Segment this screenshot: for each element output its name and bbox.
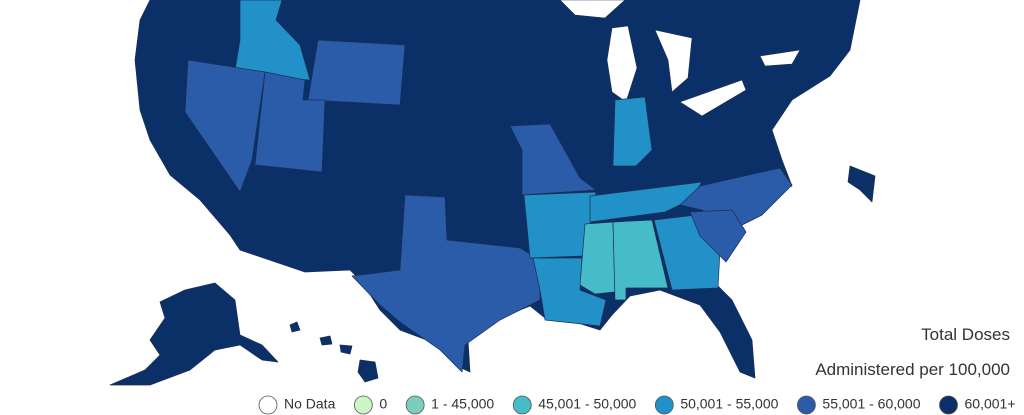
lake: [759, 49, 801, 67]
lake: [559, 0, 626, 19]
state: [689, 209, 747, 263]
legend-label: 0: [379, 396, 387, 412]
legend-title: Administered per 100,000: [815, 360, 1010, 379]
state: [847, 165, 876, 203]
legend-swatch: [353, 395, 373, 415]
legend-swatch: [258, 395, 278, 415]
legend-label: 60,001+: [965, 396, 1016, 412]
legend: Total Doses Administered per 100,000 No Da…: [258, 325, 1016, 415]
legend-swatch: [654, 395, 674, 415]
state: [612, 219, 669, 301]
lake: [679, 79, 747, 117]
legend-title: Total Doses: [921, 325, 1010, 344]
state: [184, 59, 266, 193]
state: [351, 194, 541, 373]
legend-label: 1 - 45,000: [431, 396, 494, 412]
state: [339, 344, 353, 355]
state: [357, 359, 379, 383]
state: [579, 221, 616, 295]
state: [589, 181, 703, 223]
state: [234, 0, 311, 81]
state: [307, 39, 406, 106]
legend-label: 50,001 - 55,000: [680, 396, 778, 412]
legend-swatch: [405, 395, 425, 415]
state: [254, 71, 326, 173]
state: [319, 335, 333, 346]
legend-swatch: [797, 395, 816, 415]
legend-label: No Data: [284, 396, 336, 412]
state: [289, 321, 301, 333]
legend-label: 45,001 - 50,000: [538, 396, 636, 412]
legend-swatch: [512, 395, 532, 415]
lake: [654, 29, 693, 93]
state: [509, 123, 597, 196]
state: [612, 96, 653, 167]
legend-label: 55,001 - 60,000: [822, 396, 920, 412]
legend-swatch: [939, 395, 958, 415]
state: [109, 282, 279, 386]
